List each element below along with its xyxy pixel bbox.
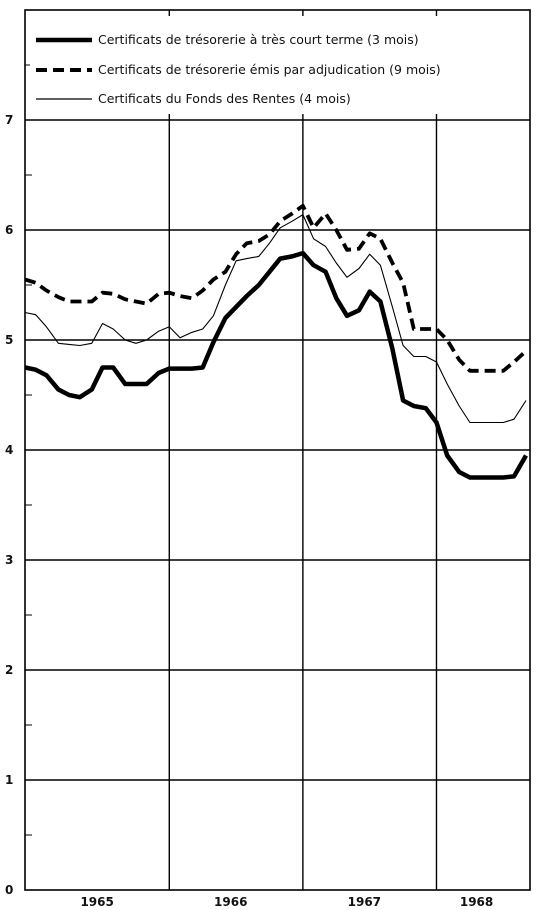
legend: Certificats de trésorerie à très court t…	[30, 16, 528, 114]
y-tick-label: 5	[5, 333, 13, 347]
legend-entry-3-mois: Certificats de trésorerie à très court t…	[36, 32, 419, 47]
x-tick-label: 1967	[348, 895, 381, 909]
y-tick-label: 0	[5, 883, 13, 897]
legend-label-9-mois: Certificats de trésorerie émis par adjud…	[98, 62, 441, 77]
y-tick-label: 7	[5, 113, 13, 127]
grid	[25, 10, 530, 890]
y-tick-label: 2	[5, 663, 13, 677]
legend-label-4-mois: Certificats du Fonds des Rentes (4 mois)	[98, 91, 351, 106]
series-line-0	[24, 250, 528, 480]
y-tick-label: 6	[5, 223, 13, 237]
legend-background	[30, 16, 528, 114]
legend-label-3-mois: Certificats de trésorerie à très court t…	[98, 32, 419, 47]
legend-entry-9-mois: Certificats de trésorerie émis par adjud…	[36, 62, 441, 77]
series-line-2	[24, 214, 527, 424]
y-tick-label: 1	[5, 773, 13, 787]
x-tick-label: 1965	[80, 895, 113, 909]
series-lines	[24, 203, 528, 480]
y-tick-label: 3	[5, 553, 13, 567]
series-line-1	[24, 203, 528, 373]
plot-frame	[24, 9, 531, 891]
legend-entry-4-mois: Certificats du Fonds des Rentes (4 mois)	[36, 91, 351, 106]
axes: 0 1 2 3 4 5 6 7 1965 1966 1967 1968	[5, 9, 531, 909]
x-tick-label: 1968	[460, 895, 493, 909]
y-tick-label: 4	[5, 443, 13, 457]
x-tick-label: 1966	[214, 895, 247, 909]
